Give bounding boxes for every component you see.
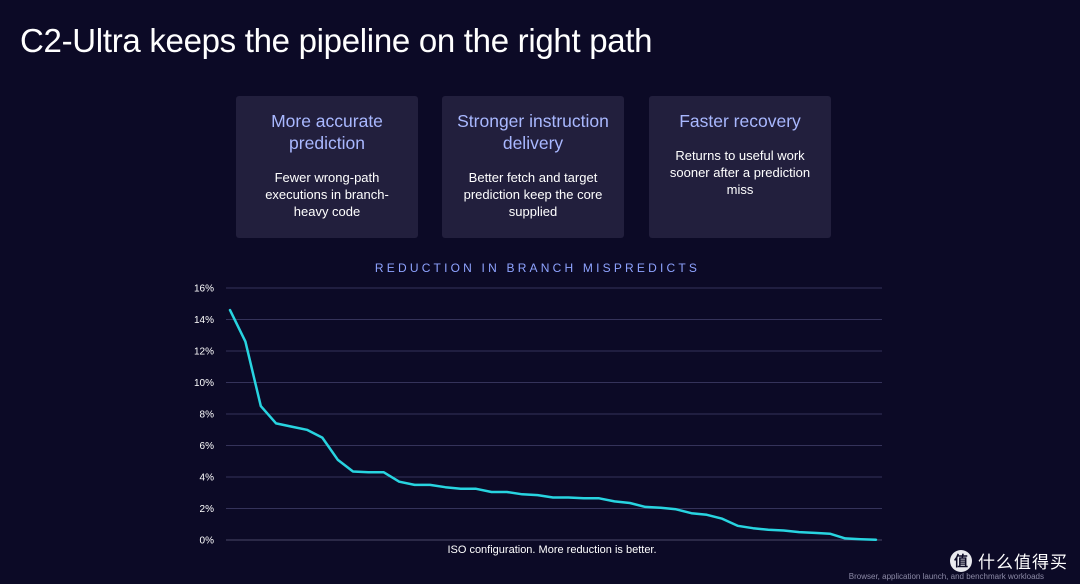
- y-tick-label: 2%: [200, 504, 215, 515]
- data-point: [644, 506, 647, 508]
- card-description: Fewer wrong-path executions in branch-he…: [265, 170, 389, 219]
- data-point: [706, 514, 708, 516]
- data-point: [352, 470, 354, 473]
- card-heading: More accurate prediction: [271, 111, 383, 153]
- data-point: [413, 484, 416, 486]
- grid-lines: [226, 287, 882, 541]
- data-point: [259, 405, 262, 407]
- data-point: [244, 340, 247, 343]
- data-point: [813, 532, 816, 534]
- x-axis-label: ISO configuration. More reduction is bet…: [447, 544, 656, 556]
- data-point: [859, 538, 862, 541]
- data-point: [875, 538, 877, 541]
- y-tick-label: 6%: [200, 441, 215, 452]
- data-point: [798, 531, 800, 533]
- y-tick-label: 4%: [200, 473, 215, 484]
- data-point: [675, 508, 677, 511]
- series-line: [228, 308, 878, 541]
- data-point: [306, 428, 308, 431]
- data-point: [321, 436, 324, 439]
- y-tick-label: 0%: [200, 536, 215, 547]
- series-layer: [228, 308, 878, 541]
- watermark-badge-icon: 值: [950, 549, 972, 572]
- data-point: [782, 529, 785, 532]
- data-point: [690, 512, 693, 515]
- data-point: [229, 309, 231, 311]
- data-point: [490, 491, 493, 493]
- card-description: Better fetch and target prediction keep …: [463, 170, 603, 219]
- y-tick-label: 10%: [194, 378, 214, 389]
- page-title: C2-Ultra keeps the pipeline on the right…: [20, 22, 653, 59]
- watermark-text: 什么值得买: [978, 553, 1068, 572]
- data-point: [459, 488, 462, 490]
- watermark-logo: 值 什么值得买: [950, 548, 1068, 573]
- data-point: [521, 493, 524, 496]
- chart-title: REDUCTION IN BRANCH MISPREDICTS: [374, 261, 701, 275]
- data-point: [613, 500, 616, 503]
- data-point: [598, 497, 600, 500]
- card-heading: Faster recovery: [679, 111, 801, 131]
- y-tick-label: 16%: [194, 284, 214, 295]
- data-point: [290, 425, 293, 428]
- data-point: [629, 502, 631, 504]
- feature-card-delivery: Stronger instruction delivery Better fet…: [442, 96, 624, 238]
- data-point: [398, 480, 400, 483]
- data-point: [367, 471, 370, 474]
- data-point: [767, 528, 770, 531]
- data-point: [536, 494, 539, 496]
- y-axis-ticks: 0% 2% 4% 6% 8% 10% 12% 14% 16%: [194, 284, 214, 547]
- feature-card-prediction: More accurate prediction Fewer wrong-pat…: [236, 96, 418, 238]
- feature-card-recovery: Faster recovery Returns to useful work s…: [649, 96, 831, 238]
- data-point: [844, 537, 847, 540]
- y-tick-label: 14%: [194, 315, 214, 326]
- data-point: [444, 486, 447, 489]
- card-heading: Stronger instruction delivery: [457, 111, 609, 153]
- data-point: [659, 506, 662, 509]
- card-description: Returns to useful work sooner after a pr…: [669, 148, 811, 197]
- data-point: [582, 497, 585, 500]
- y-tick-label: 12%: [194, 347, 214, 358]
- data-point: [721, 517, 723, 520]
- data-point: [506, 491, 508, 493]
- data-point: [567, 496, 570, 499]
- y-tick-label: 8%: [200, 410, 215, 421]
- data-point: [752, 527, 754, 529]
- data-point: [552, 496, 554, 499]
- data-point: [336, 458, 339, 461]
- data-point: [475, 488, 477, 490]
- data-point: [736, 525, 739, 527]
- data-point: [829, 532, 831, 535]
- data-point: [275, 422, 277, 425]
- data-point: [383, 471, 385, 474]
- chart-footnote: Browser, application launch, and benchma…: [848, 572, 1044, 581]
- data-point: [429, 484, 431, 486]
